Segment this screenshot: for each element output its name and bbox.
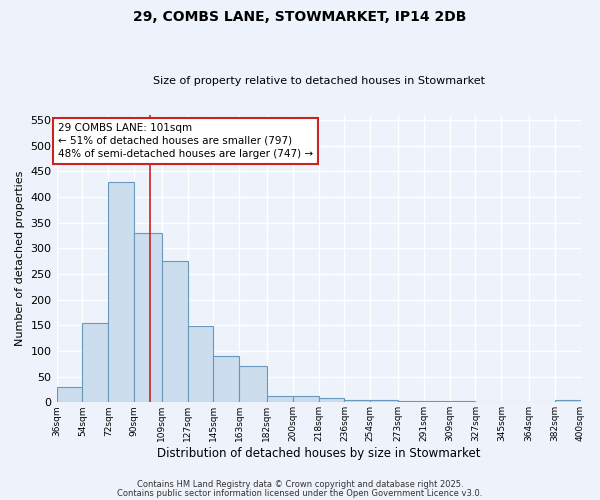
Text: Contains public sector information licensed under the Open Government Licence v3: Contains public sector information licen…: [118, 490, 482, 498]
Bar: [161, 261, 188, 402]
Bar: [344, 400, 370, 402]
Text: Contains HM Land Registry data © Crown copyright and database right 2025.: Contains HM Land Registry data © Crown c…: [137, 480, 463, 489]
Bar: [370, 400, 398, 402]
Bar: [82, 323, 109, 402]
Bar: [319, 398, 344, 402]
Bar: [56, 387, 82, 402]
Bar: [398, 401, 424, 402]
Bar: [239, 366, 267, 402]
Bar: [214, 356, 239, 403]
X-axis label: Distribution of detached houses by size in Stowmarket: Distribution of detached houses by size …: [157, 447, 480, 460]
Text: 29, COMBS LANE, STOWMARKET, IP14 2DB: 29, COMBS LANE, STOWMARKET, IP14 2DB: [133, 10, 467, 24]
Bar: [134, 233, 161, 402]
Bar: [267, 396, 293, 402]
Bar: [293, 396, 319, 402]
Y-axis label: Number of detached properties: Number of detached properties: [15, 171, 25, 346]
Title: Size of property relative to detached houses in Stowmarket: Size of property relative to detached ho…: [152, 76, 485, 86]
Bar: [554, 400, 581, 402]
Text: 29 COMBS LANE: 101sqm
← 51% of detached houses are smaller (797)
48% of semi-det: 29 COMBS LANE: 101sqm ← 51% of detached …: [58, 122, 313, 159]
Bar: [188, 326, 214, 402]
Bar: [109, 182, 134, 402]
